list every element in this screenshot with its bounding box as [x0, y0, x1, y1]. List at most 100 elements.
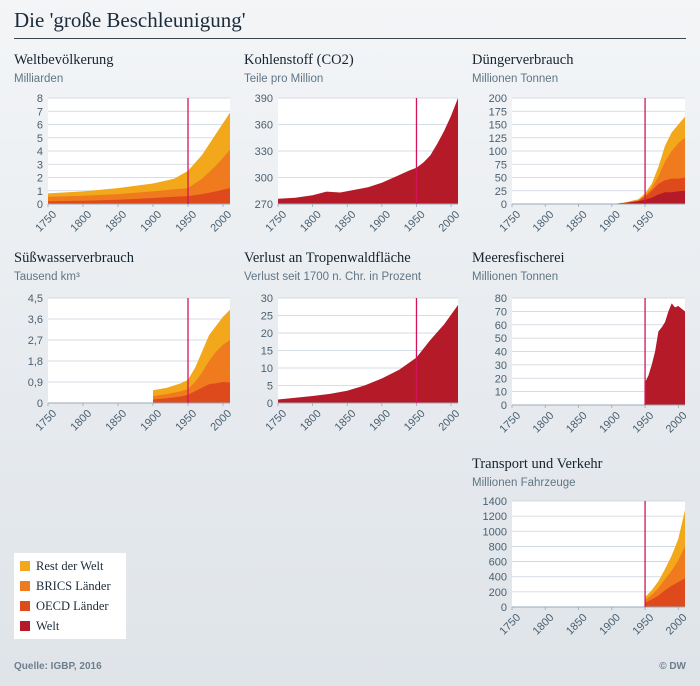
y-tick-label: 800: [489, 541, 507, 553]
y-tick-label: 50: [495, 173, 507, 185]
y-tick-label: 1400: [483, 496, 507, 508]
legend-swatch: [20, 621, 30, 632]
x-tick-label: 1950: [630, 612, 656, 638]
plot-area: [278, 98, 458, 204]
series-area-oecd-laender: [153, 382, 230, 403]
series-area-brics-laender: [645, 546, 685, 607]
x-tick-label: 1950: [173, 209, 199, 235]
y-tick-label: 360: [255, 120, 273, 132]
source-note: Quelle: IGBP, 2016: [14, 661, 102, 672]
y-tick-label: 60: [495, 320, 507, 332]
series-area-welt: [278, 98, 458, 204]
legend-item-welt: Welt: [20, 619, 59, 635]
chart-title: Süßwasserverbrauch: [14, 250, 134, 266]
chart-title: Kohlenstoff (CO2): [244, 52, 354, 68]
y-tick-label: 0: [37, 398, 43, 410]
x-tick-label: 1750: [33, 408, 59, 434]
series-area-welt: [512, 190, 685, 204]
x-tick-label: 1850: [103, 408, 129, 434]
y-tick-label: 5: [37, 133, 43, 145]
legend-item-brics: BRICS Länder: [20, 579, 111, 595]
x-tick-label: 1900: [367, 209, 393, 235]
x-tick-label: 1850: [564, 612, 590, 638]
y-tick-label: 390: [255, 93, 273, 105]
y-tick-label: 270: [255, 199, 273, 211]
y-tick-label: 4,5: [28, 293, 43, 305]
x-tick-label: 1750: [33, 209, 59, 235]
legend-label: OECD Länder: [36, 599, 109, 613]
chart-title: Transport und Verkehr: [472, 456, 603, 472]
chart-unit-label: Teile pro Million: [244, 73, 324, 85]
page-title: Die 'große Beschleunigung': [14, 8, 246, 32]
y-tick-label: 7: [37, 106, 43, 118]
x-tick-label: 1750: [263, 408, 289, 434]
series-area-brics-laender: [153, 340, 230, 403]
y-tick-label: 15: [261, 346, 273, 358]
x-tick-label: 2000: [664, 410, 690, 436]
chart-unit-label: Verlust seit 1700 n. Chr. in Prozent: [244, 271, 422, 283]
series-area-oecd-laender: [645, 578, 685, 607]
y-tick-label: 175: [489, 106, 507, 118]
x-tick-label: 1800: [68, 408, 94, 434]
x-tick-label: 2000: [436, 408, 462, 434]
y-tick-label: 125: [489, 133, 507, 145]
y-tick-label: 25: [495, 186, 507, 198]
y-tick-label: 600: [489, 557, 507, 569]
x-tick-label: 1950: [402, 209, 428, 235]
y-tick-label: 3: [37, 159, 43, 171]
plot-area: [512, 501, 685, 607]
x-tick-label: 2000: [208, 209, 234, 235]
y-tick-label: 8: [37, 93, 43, 105]
title-divider: [14, 38, 686, 39]
x-tick-label: 1900: [367, 408, 393, 434]
legend: Rest der Welt BRICS Länder OECD Länder W…: [14, 553, 126, 639]
x-tick-label: 1850: [333, 408, 359, 434]
series-area-brics-laender: [512, 137, 685, 204]
x-tick-label: 2000: [664, 612, 690, 638]
y-tick-label: 40: [495, 347, 507, 359]
y-tick-label: 1: [37, 186, 43, 198]
y-tick-label: 70: [495, 306, 507, 318]
y-tick-label: 2: [37, 173, 43, 185]
chart-title: Weltbevölkerung: [14, 52, 114, 68]
y-tick-label: 1000: [483, 526, 507, 538]
y-tick-label: 6: [37, 120, 43, 132]
x-tick-label: 1850: [333, 209, 359, 235]
series-area-rest-der-welt: [153, 309, 230, 403]
x-tick-label: 1800: [531, 612, 557, 638]
series-area-rest-der-welt: [512, 116, 685, 204]
x-tick-label: 1900: [597, 612, 623, 638]
y-tick-label: 5: [267, 381, 273, 393]
series-area-welt: [645, 303, 685, 405]
y-tick-label: 200: [489, 587, 507, 599]
y-tick-label: 50: [495, 333, 507, 345]
chart-title: Düngerverbrauch: [472, 52, 574, 68]
x-tick-label: 1750: [497, 209, 523, 235]
y-tick-label: 3,6: [28, 314, 43, 326]
chart-unit-label: Millionen Tonnen: [472, 271, 559, 283]
chart-title: Meeresfischerei: [472, 250, 565, 266]
y-tick-label: 20: [495, 373, 507, 385]
legend-swatch: [20, 601, 30, 612]
legend-label: Welt: [36, 619, 60, 633]
legend-item-oecd: OECD Länder: [20, 599, 109, 615]
plot-area: [512, 98, 685, 204]
x-tick-label: 1800: [531, 209, 557, 235]
y-tick-label: 10: [261, 363, 273, 375]
y-tick-label: 20: [261, 328, 273, 340]
chart-unit-label: Milliarden: [14, 73, 64, 85]
y-tick-label: 80: [495, 293, 507, 305]
series-area-oecd-laender: [512, 177, 685, 204]
x-tick-label: 1950: [173, 408, 199, 434]
y-tick-label: 30: [495, 360, 507, 372]
chart-unit-label: Tausend km³: [14, 271, 80, 283]
y-tick-label: 0,9: [28, 377, 43, 389]
y-tick-label: 400: [489, 572, 507, 584]
x-tick-label: 1950: [630, 209, 656, 235]
y-tick-label: 0: [37, 199, 43, 211]
credit-note: © DW: [659, 661, 686, 672]
x-tick-label: 1950: [402, 408, 428, 434]
y-tick-label: 100: [489, 146, 507, 158]
y-tick-label: 0: [267, 398, 273, 410]
x-tick-label: 1850: [564, 209, 590, 235]
